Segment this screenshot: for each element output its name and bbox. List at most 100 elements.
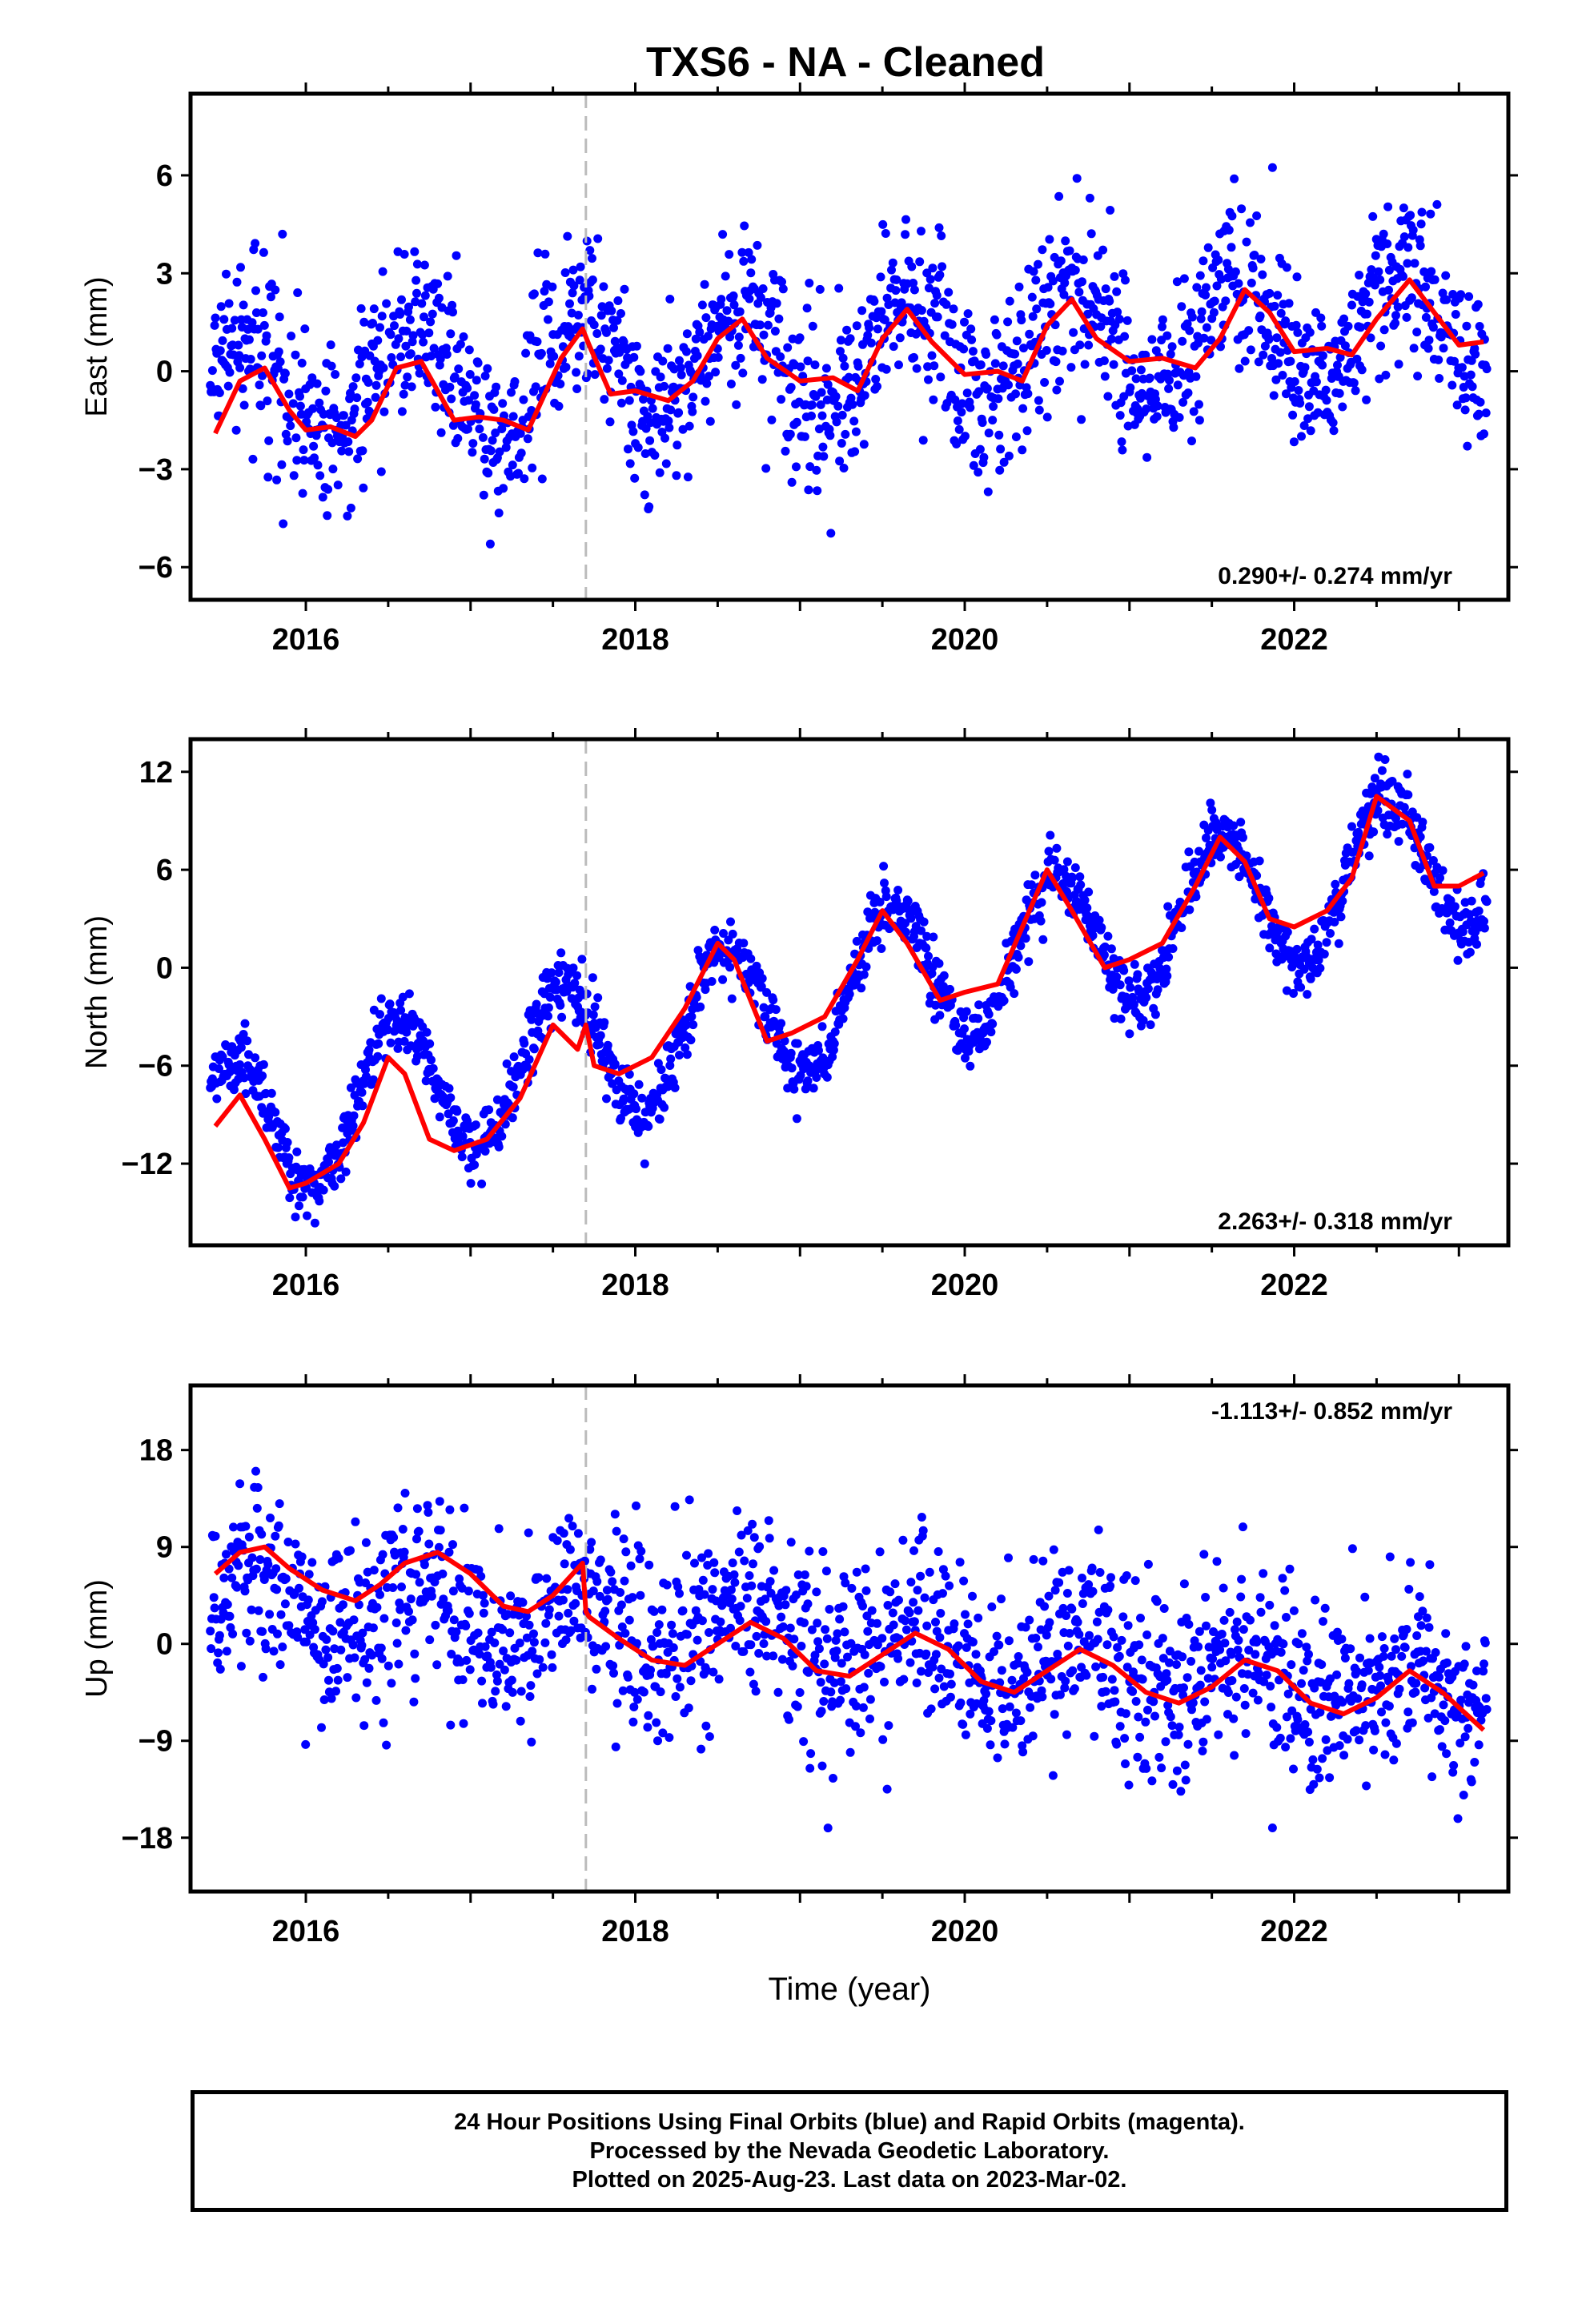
data-point bbox=[289, 471, 299, 480]
data-point bbox=[610, 1059, 620, 1069]
data-point bbox=[655, 468, 665, 477]
data-point bbox=[1450, 902, 1460, 911]
data-point bbox=[354, 345, 363, 355]
data-point bbox=[1069, 328, 1078, 337]
data-point bbox=[1303, 1656, 1312, 1666]
data-point bbox=[707, 977, 717, 986]
data-point bbox=[1085, 193, 1094, 203]
data-point bbox=[1062, 1589, 1072, 1598]
data-point bbox=[883, 1601, 893, 1610]
data-point bbox=[1376, 1681, 1386, 1691]
data-point bbox=[658, 1728, 668, 1738]
data-point bbox=[402, 1027, 412, 1037]
data-point bbox=[935, 1011, 945, 1020]
data-point bbox=[1240, 1700, 1250, 1710]
data-point bbox=[877, 944, 886, 953]
data-point bbox=[1127, 366, 1137, 376]
data-point bbox=[751, 1687, 761, 1696]
data-point bbox=[771, 1005, 781, 1015]
data-point bbox=[1347, 822, 1356, 831]
data-point bbox=[805, 279, 814, 287]
data-point bbox=[1202, 833, 1211, 842]
data-point bbox=[1133, 970, 1142, 979]
data-point bbox=[966, 1061, 975, 1071]
data-point bbox=[1214, 1730, 1223, 1739]
data-point bbox=[1338, 896, 1347, 906]
data-point bbox=[932, 291, 942, 300]
data-point bbox=[835, 456, 845, 466]
data-point bbox=[1315, 1773, 1324, 1783]
data-point bbox=[1036, 1625, 1046, 1634]
data-point bbox=[792, 462, 801, 472]
data-point bbox=[735, 307, 745, 316]
data-point bbox=[1168, 944, 1178, 953]
data-point bbox=[878, 1735, 888, 1744]
data-point bbox=[882, 293, 892, 303]
data-point bbox=[836, 1677, 845, 1687]
data-point bbox=[888, 1608, 897, 1618]
data-point bbox=[292, 1147, 302, 1156]
data-point bbox=[1004, 1636, 1014, 1646]
data-point bbox=[961, 1610, 970, 1619]
data-point bbox=[432, 1660, 442, 1670]
data-point bbox=[1303, 1727, 1313, 1737]
data-point bbox=[1473, 300, 1483, 309]
data-point bbox=[472, 376, 481, 385]
data-point bbox=[848, 400, 857, 409]
data-point bbox=[1267, 1823, 1277, 1832]
data-point bbox=[1004, 451, 1014, 460]
data-point bbox=[444, 1606, 453, 1615]
data-point bbox=[399, 389, 408, 399]
data-point bbox=[1271, 375, 1281, 384]
data-point bbox=[959, 1576, 969, 1586]
data-point bbox=[251, 1466, 260, 1476]
data-point bbox=[698, 1575, 708, 1585]
data-point bbox=[1187, 312, 1197, 322]
data-point bbox=[492, 382, 501, 392]
data-point bbox=[624, 396, 634, 405]
data-point bbox=[536, 348, 546, 358]
data-point bbox=[424, 328, 434, 338]
data-point bbox=[1121, 275, 1130, 285]
data-point bbox=[781, 1586, 791, 1595]
data-point bbox=[1272, 333, 1282, 343]
data-point bbox=[841, 1578, 850, 1588]
data-point bbox=[266, 1514, 275, 1522]
data-point bbox=[271, 1108, 280, 1117]
data-point bbox=[397, 1582, 406, 1592]
data-point bbox=[1429, 887, 1439, 896]
data-point bbox=[1311, 377, 1321, 387]
data-point bbox=[927, 351, 937, 360]
data-point bbox=[1435, 873, 1444, 883]
data-point bbox=[792, 1114, 801, 1124]
y-tick-label: −6 bbox=[139, 551, 173, 585]
data-point bbox=[1247, 278, 1256, 287]
data-point bbox=[997, 1666, 1006, 1675]
data-point bbox=[1447, 380, 1457, 390]
data-point bbox=[1376, 341, 1386, 351]
data-point bbox=[1070, 1684, 1079, 1694]
data-point bbox=[961, 432, 970, 441]
data-point bbox=[273, 1143, 283, 1152]
data-point bbox=[1467, 356, 1476, 365]
data-point bbox=[1176, 1787, 1186, 1796]
data-point bbox=[1480, 1659, 1488, 1669]
data-point bbox=[585, 246, 595, 255]
data-point bbox=[1120, 1734, 1130, 1743]
data-point bbox=[505, 1628, 515, 1638]
data-point bbox=[1453, 955, 1463, 965]
data-point bbox=[962, 388, 972, 398]
data-point bbox=[946, 1669, 954, 1679]
data-point bbox=[1062, 887, 1071, 896]
data-point bbox=[1129, 1000, 1138, 1009]
model-curve bbox=[213, 1544, 1486, 1732]
data-point bbox=[1294, 386, 1303, 395]
data-point bbox=[1251, 1650, 1260, 1659]
data-point bbox=[1329, 426, 1339, 436]
data-point bbox=[1164, 952, 1174, 962]
data-point bbox=[880, 1677, 889, 1687]
data-point bbox=[624, 1672, 632, 1682]
data-point bbox=[1194, 338, 1203, 348]
data-point bbox=[471, 1120, 480, 1130]
data-point bbox=[682, 1630, 692, 1639]
